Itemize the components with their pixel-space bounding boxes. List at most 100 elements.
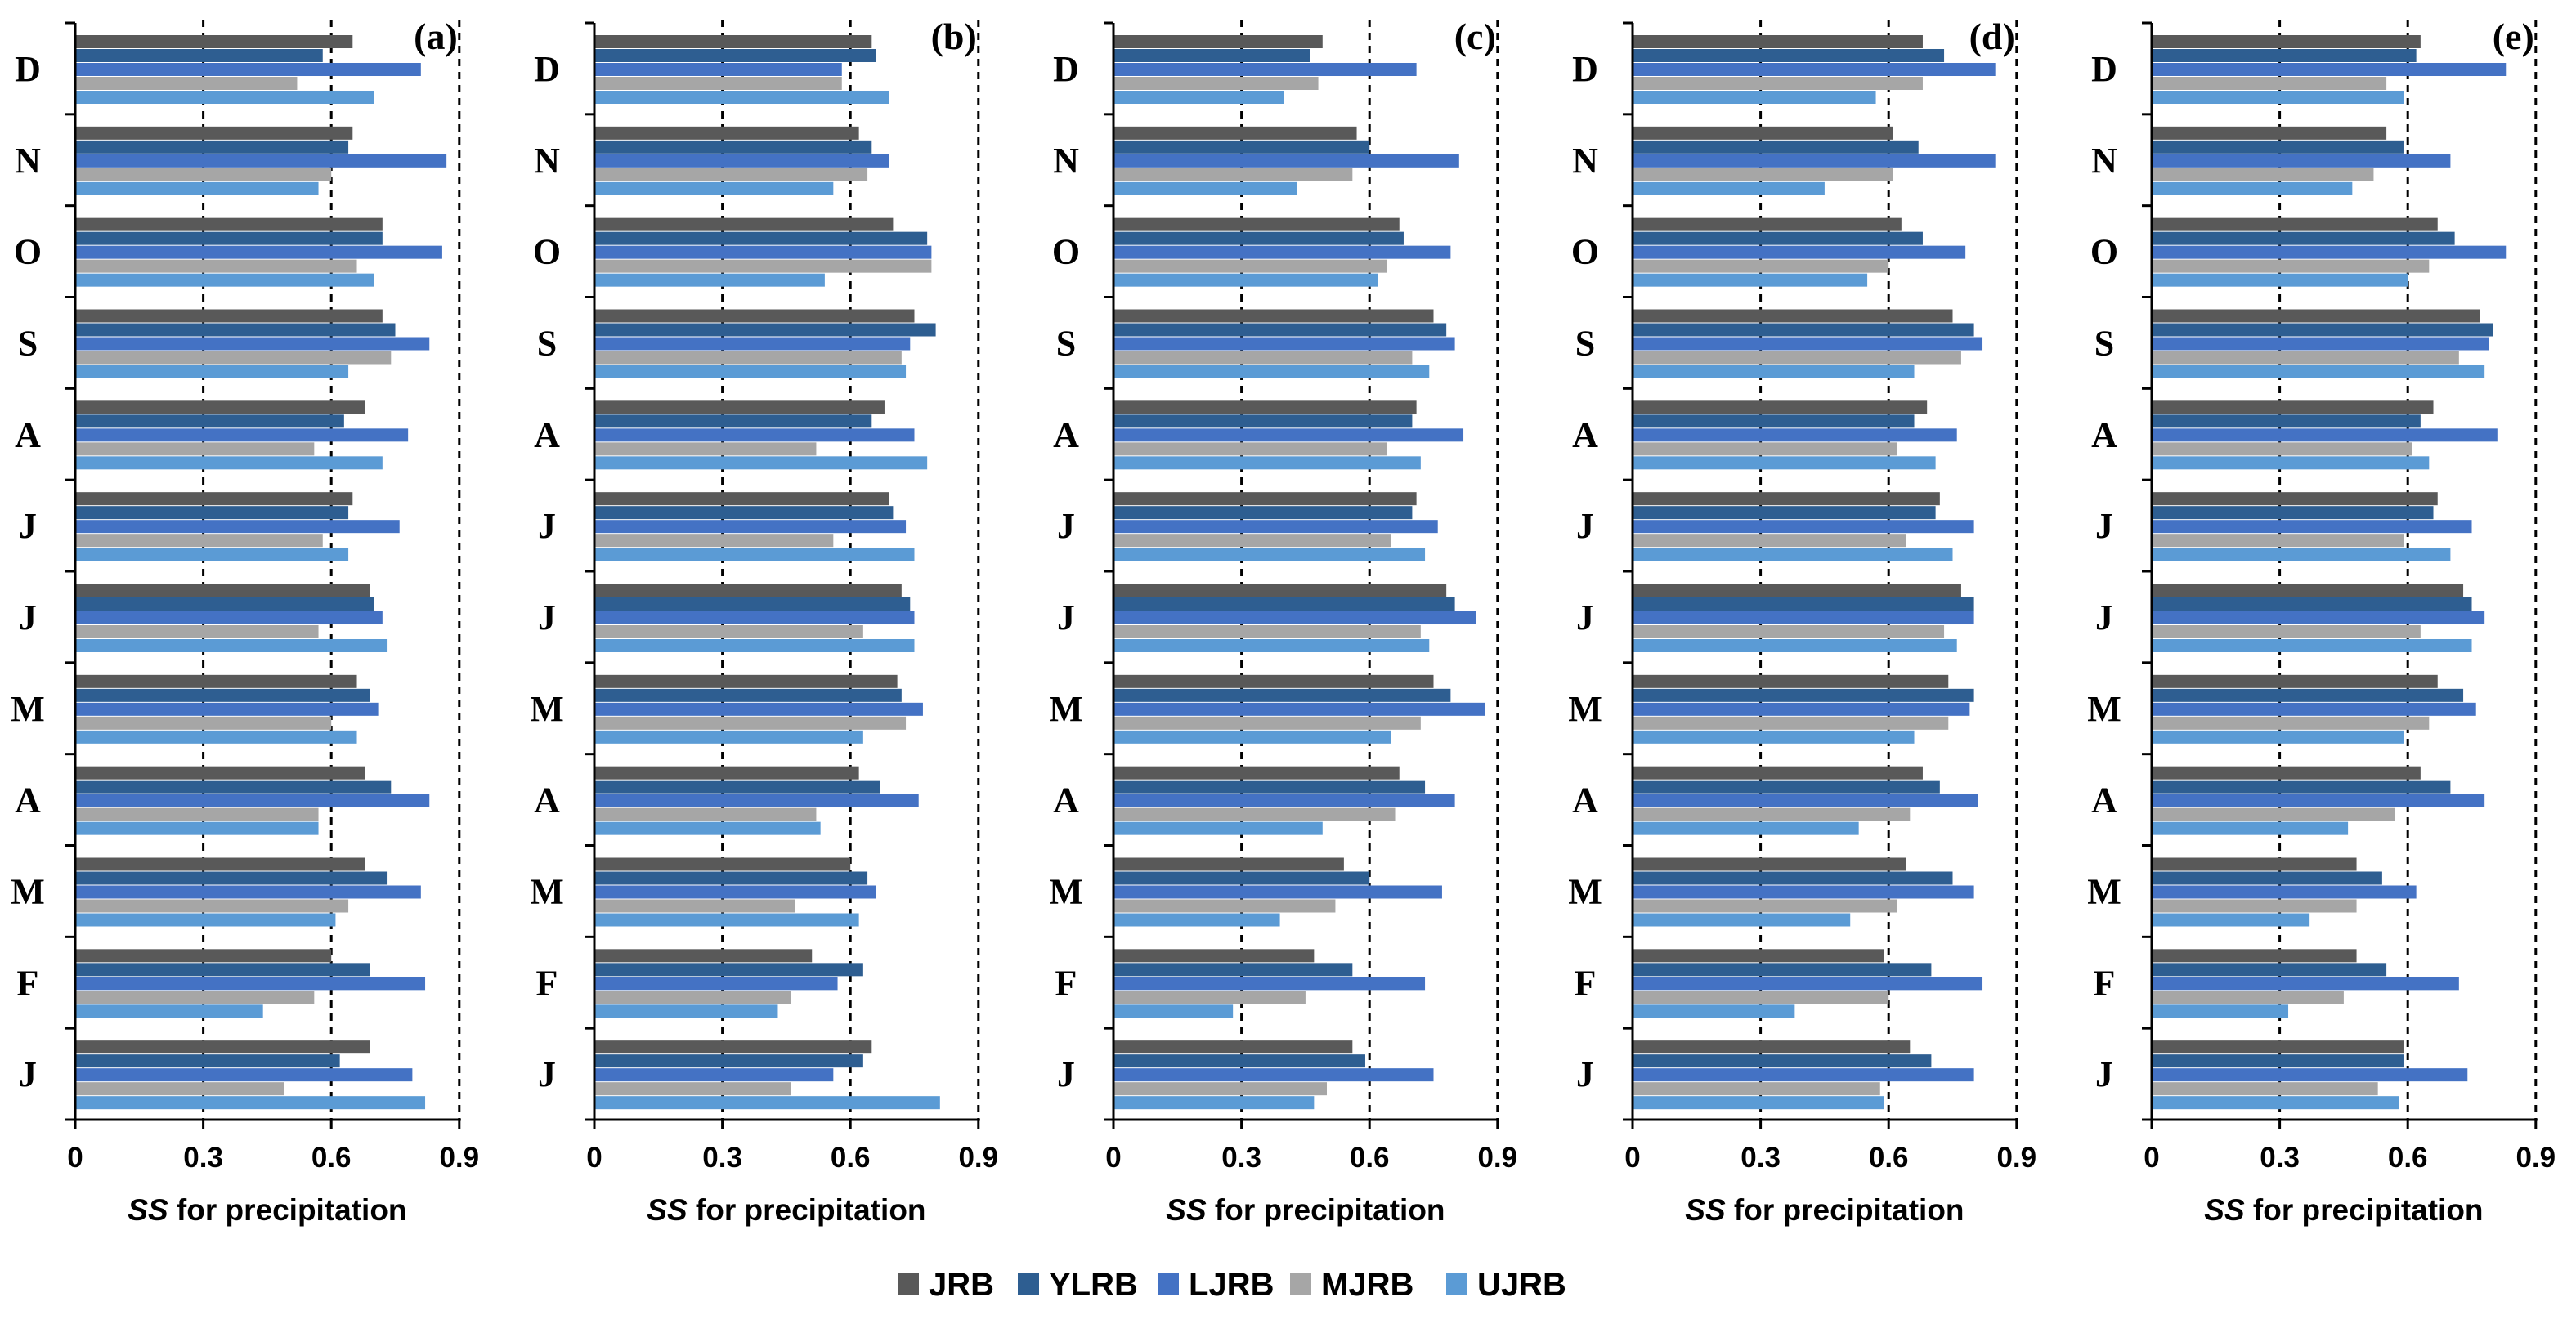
month-label: J [1057,1054,1075,1094]
panel-e: D N O S A J J M A M F J 0 0.3 0.6 0.9 SS for precipitati… [2087,16,2556,1227]
month-label: F [536,963,558,1003]
bar-ylrb-s [594,323,936,337]
legend-label-jrb: JRB [929,1267,994,1303]
bar-mjrb-j [1633,1082,1880,1096]
bar-mjrb-n [75,168,332,181]
bar-mjrb-j [1633,625,1945,638]
bar-ljrb-a [2152,428,2498,442]
bar-jrb-s [75,309,383,323]
bar-mjrb-o [75,259,357,273]
bar-mjrb-j [594,534,834,548]
bar-ylrb-j [1113,1054,1365,1068]
bar-ylrb-j [75,506,349,520]
bar-jrb-f [75,949,332,963]
month-label: F [1055,963,1077,1003]
bar-ljrb-f [1633,977,1983,991]
bar-mjrb-m [75,716,332,730]
bar-ljrb-j [75,611,383,624]
bar-mjrb-a [594,442,817,456]
month-label: O [2090,232,2118,272]
bar-ujrb-m [1113,730,1391,744]
bar-jrb-o [1633,217,1902,231]
bar-ujrb-j [1633,548,1953,561]
bar-mjrb-j [594,625,863,638]
bar-mjrb-s [594,351,902,365]
bar-mjrb-n [2152,168,2374,181]
bar-mjrb-m [1113,716,1421,730]
bar-jrb-d [594,35,872,48]
panel-b: D N O S A J J M A M F J 0 0.3 0.6 0.9 SS for precipitati… [530,16,998,1227]
x-axis-title: SS for precipitation [2204,1193,2483,1227]
x-axis-title: SS for precipitation [1166,1193,1445,1227]
bar-ljrb-j [2152,1068,2468,1082]
bar-jrb-a [75,766,365,780]
bar-ljrb-n [1113,154,1459,168]
month-label: J [538,506,556,546]
month-label: N [1572,141,1598,181]
bar-ylrb-a [75,414,344,428]
bar-jrb-j [1113,1040,1353,1054]
bar-ujrb-j [594,548,915,561]
x-axis-title-italic: SS [647,1193,688,1227]
bar-ujrb-j [2152,548,2451,561]
bar-ljrb-j [75,520,400,534]
bar-ljrb-o [594,245,932,259]
bar-ujrb-m [594,913,859,927]
bar-ljrb-a [1113,794,1455,807]
bar-jrb-j [594,584,902,597]
bar-ljrb-m [594,885,876,899]
bar-ujrb-n [1113,181,1297,195]
bar-ujrb-n [2152,181,2353,195]
month-label: J [1576,597,1594,637]
x-axis-title-italic: SS [2204,1193,2245,1227]
bar-ylrb-a [1633,780,1940,794]
month-label: A [534,414,560,454]
bar-ujrb-s [1633,365,1915,378]
bar-ylrb-a [1113,780,1426,794]
bar-mjrb-m [2152,899,2357,913]
x-tick-label: 0 [2144,1142,2159,1174]
bar-ylrb-s [2152,323,2493,337]
bar-mjrb-a [75,807,319,821]
bar-ylrb-o [2152,231,2455,245]
bar-ujrb-a [594,821,821,835]
bar-ujrb-n [75,181,319,195]
month-label: A [2091,781,2117,821]
bar-ujrb-d [2152,91,2404,104]
bar-jrb-j [1633,492,1940,506]
panel-label: (d) [1969,16,2015,57]
legend-swatch-mjrb [1290,1273,1311,1295]
month-label: D [1053,49,1079,89]
bar-ylrb-o [75,231,383,245]
bar-ylrb-j [594,597,911,611]
legend-swatch-ujrb [1446,1273,1467,1295]
bar-ujrb-a [2152,456,2430,470]
month-label: J [1576,506,1594,546]
bar-jrb-s [1113,309,1434,323]
bar-ujrb-m [2152,730,2404,744]
bar-ljrb-n [2152,154,2451,168]
bar-ujrb-m [2152,913,2310,927]
month-label: J [2095,506,2113,546]
bar-ujrb-s [1113,365,1430,378]
bar-mjrb-j [1113,625,1421,638]
bar-mjrb-d [594,77,842,90]
bar-mjrb-m [1633,716,1949,730]
bar-ujrb-j [2152,1096,2399,1110]
month-label: M [11,689,45,729]
month-label: J [2095,1054,2113,1094]
bar-jrb-j [1113,492,1417,506]
bar-mjrb-f [1633,991,1889,1004]
bar-ljrb-m [2152,702,2476,716]
bar-ylrb-a [594,780,880,794]
bar-mjrb-o [2152,259,2430,273]
bar-ujrb-a [594,456,928,470]
bar-ylrb-f [1113,963,1353,977]
bar-ljrb-j [594,611,915,624]
x-tick-label: 0 [586,1142,602,1174]
bar-ljrb-m [594,702,923,716]
bar-ujrb-n [594,181,834,195]
bar-ylrb-n [75,140,349,154]
bar-ylrb-j [1113,597,1455,611]
month-label: D [2091,49,2117,89]
